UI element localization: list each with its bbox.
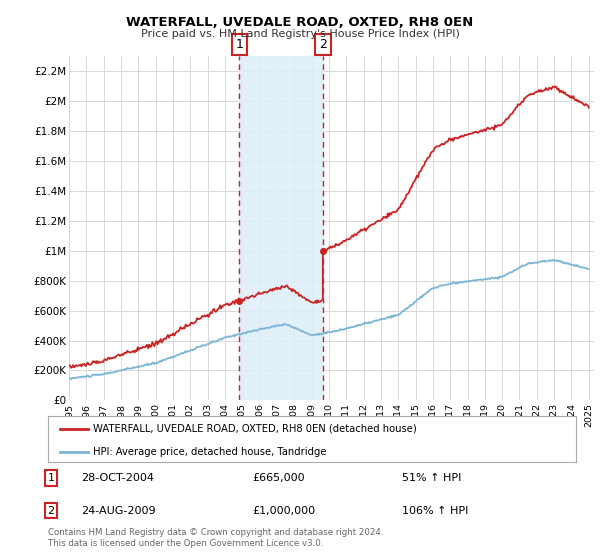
Text: HPI: Average price, detached house, Tandridge: HPI: Average price, detached house, Tand… bbox=[93, 447, 326, 457]
Text: £665,000: £665,000 bbox=[252, 473, 305, 483]
Text: 51% ↑ HPI: 51% ↑ HPI bbox=[402, 473, 461, 483]
Text: 1: 1 bbox=[47, 473, 55, 483]
Text: 2: 2 bbox=[319, 38, 327, 51]
Text: £1,000,000: £1,000,000 bbox=[252, 506, 315, 516]
Text: WATERFALL, UVEDALE ROAD, OXTED, RH8 0EN: WATERFALL, UVEDALE ROAD, OXTED, RH8 0EN bbox=[127, 16, 473, 29]
Text: 24-AUG-2009: 24-AUG-2009 bbox=[81, 506, 155, 516]
Text: 28-OCT-2004: 28-OCT-2004 bbox=[81, 473, 154, 483]
Text: 1: 1 bbox=[235, 38, 243, 51]
Text: Price paid vs. HM Land Registry's House Price Index (HPI): Price paid vs. HM Land Registry's House … bbox=[140, 29, 460, 39]
Text: 2: 2 bbox=[47, 506, 55, 516]
Text: 106% ↑ HPI: 106% ↑ HPI bbox=[402, 506, 469, 516]
Text: Contains HM Land Registry data © Crown copyright and database right 2024.
This d: Contains HM Land Registry data © Crown c… bbox=[48, 528, 383, 548]
Bar bbox=[239, 56, 323, 400]
Text: WATERFALL, UVEDALE ROAD, OXTED, RH8 0EN (detached house): WATERFALL, UVEDALE ROAD, OXTED, RH8 0EN … bbox=[93, 424, 416, 434]
